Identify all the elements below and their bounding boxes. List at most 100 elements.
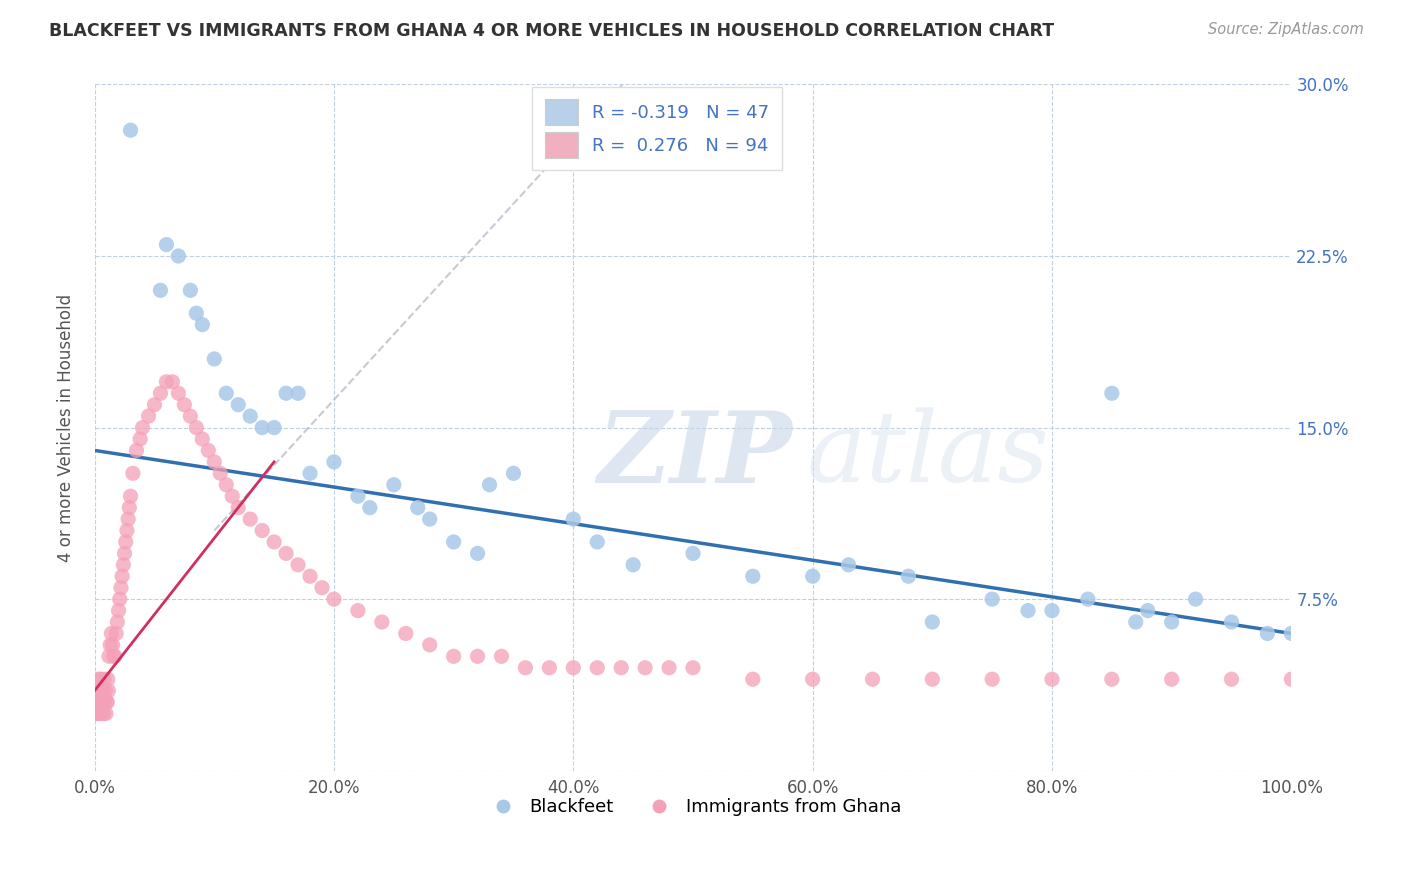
Point	[621, 558, 644, 572]
Point	[105, 615, 128, 629]
Point	[131, 420, 153, 434]
Point	[93, 672, 115, 686]
Point	[538, 661, 561, 675]
Point	[263, 535, 285, 549]
Point	[117, 512, 139, 526]
Point	[149, 283, 172, 297]
Point	[287, 558, 309, 572]
Point	[741, 672, 763, 686]
Point	[299, 467, 322, 481]
Legend: Blackfeet, Immigrants from Ghana: Blackfeet, Immigrants from Ghana	[477, 791, 908, 823]
Point	[1101, 386, 1123, 401]
Point	[1040, 672, 1063, 686]
Point	[162, 375, 184, 389]
Point	[634, 661, 657, 675]
Point	[1040, 603, 1063, 617]
Point	[94, 706, 117, 721]
Point	[502, 467, 524, 481]
Point	[981, 592, 1004, 607]
Point	[1256, 626, 1278, 640]
Point	[299, 569, 322, 583]
Point	[90, 695, 112, 709]
Point	[467, 649, 489, 664]
Point	[323, 592, 346, 607]
Point	[419, 638, 441, 652]
Point	[110, 581, 132, 595]
Point	[86, 683, 108, 698]
Point	[981, 672, 1004, 686]
Point	[239, 512, 262, 526]
Point	[311, 581, 333, 595]
Point	[202, 455, 225, 469]
Point	[97, 683, 120, 698]
Point	[93, 706, 115, 721]
Point	[221, 489, 243, 503]
Point	[186, 420, 208, 434]
Point	[111, 569, 134, 583]
Point	[515, 661, 537, 675]
Point	[862, 672, 884, 686]
Point	[143, 398, 166, 412]
Point	[114, 535, 136, 549]
Point	[89, 695, 111, 709]
Point	[406, 500, 429, 515]
Point	[94, 695, 117, 709]
Point	[114, 546, 136, 560]
Point	[838, 558, 860, 572]
Point	[586, 535, 609, 549]
Point	[125, 443, 148, 458]
Point	[122, 467, 145, 481]
Point	[86, 706, 108, 721]
Text: BLACKFEET VS IMMIGRANTS FROM GHANA 4 OR MORE VEHICLES IN HOUSEHOLD CORRELATION C: BLACKFEET VS IMMIGRANTS FROM GHANA 4 OR …	[49, 22, 1054, 40]
Point	[91, 695, 114, 709]
Point	[1077, 592, 1099, 607]
Point	[287, 386, 309, 401]
Point	[100, 626, 122, 640]
Point	[250, 524, 273, 538]
Point	[87, 672, 110, 686]
Point	[98, 638, 121, 652]
Point	[395, 626, 418, 640]
Point	[1136, 603, 1159, 617]
Point	[179, 409, 201, 424]
Point	[562, 661, 585, 675]
Point	[91, 683, 114, 698]
Point	[226, 500, 249, 515]
Point	[897, 569, 920, 583]
Point	[801, 569, 824, 583]
Point	[1017, 603, 1039, 617]
Point	[1220, 615, 1243, 629]
Point	[90, 672, 112, 686]
Point	[97, 672, 120, 686]
Point	[191, 432, 214, 446]
Point	[107, 603, 129, 617]
Point	[1279, 626, 1302, 640]
Point	[167, 249, 190, 263]
Point	[359, 500, 381, 515]
Text: Source: ZipAtlas.com: Source: ZipAtlas.com	[1208, 22, 1364, 37]
Point	[108, 592, 131, 607]
Point	[167, 386, 190, 401]
Text: atlas: atlas	[807, 408, 1049, 503]
Point	[103, 649, 125, 664]
Point	[226, 398, 249, 412]
Point	[96, 695, 118, 709]
Point	[90, 706, 112, 721]
Point	[89, 683, 111, 698]
Point	[155, 237, 177, 252]
Point	[105, 626, 128, 640]
Point	[1279, 672, 1302, 686]
Text: ZIP: ZIP	[598, 407, 792, 503]
Point	[250, 420, 273, 434]
Point	[173, 398, 195, 412]
Point	[86, 695, 108, 709]
Point	[87, 706, 110, 721]
Point	[98, 649, 121, 664]
Point	[586, 661, 609, 675]
Point	[263, 420, 285, 434]
Point	[129, 432, 152, 446]
Point	[202, 351, 225, 366]
Point	[801, 672, 824, 686]
Point	[1184, 592, 1206, 607]
Point	[347, 489, 370, 503]
